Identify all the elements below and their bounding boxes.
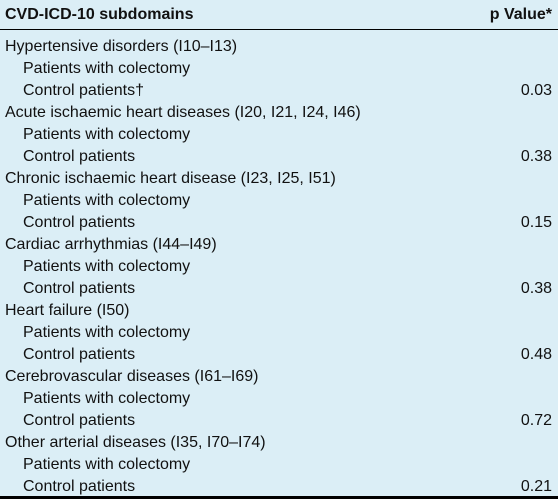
domain-row: Hypertensive disorders (I10–I13)	[0, 36, 558, 58]
p-value: 0.21	[520, 478, 552, 495]
colectomy-label: Patients with colectomy	[23, 126, 191, 143]
domain-label: Acute ischaemic heart diseases (I20, I21…	[5, 104, 361, 121]
control-label: Control patients	[23, 412, 136, 429]
domain-row: Heart failure (I50)	[0, 300, 558, 322]
colectomy-row: Patients with colectomy	[0, 124, 558, 146]
domain-label: Cardiac arrhythmias (I44–I49)	[5, 236, 217, 253]
colectomy-label: Patients with colectomy	[23, 324, 191, 341]
control-label: Control patients	[23, 280, 136, 297]
colectomy-label: Patients with colectomy	[23, 390, 191, 407]
control-row: Control patients† 0.03	[0, 80, 558, 102]
control-label: Control patients	[23, 214, 136, 231]
control-row: Control patients 0.48	[0, 344, 558, 366]
control-label: Control patients†	[23, 82, 144, 99]
colectomy-row: Patients with colectomy	[0, 454, 558, 476]
colectomy-label: Patients with colectomy	[23, 258, 191, 275]
control-label: Control patients	[23, 148, 136, 165]
domain-label: Other arterial diseases (I35, I70–I74)	[5, 434, 266, 451]
domain-label: Cerebrovascular diseases (I61–I69)	[5, 368, 259, 385]
domain-row: Cardiac arrhythmias (I44–I49)	[0, 234, 558, 256]
colectomy-row: Patients with colectomy	[0, 322, 558, 344]
control-label: Control patients	[23, 346, 136, 363]
domain-row: Cerebrovascular diseases (I61–I69)	[0, 366, 558, 388]
table-header: CVD-ICD-10 subdomains p Value*	[0, 0, 558, 30]
column-header-p-value: p Value*	[489, 5, 552, 23]
domain-row: Chronic ischaemic heart disease (I23, I2…	[0, 168, 558, 190]
colectomy-label: Patients with colectomy	[23, 456, 191, 473]
p-value: 0.48	[520, 346, 552, 363]
p-value: 0.15	[520, 214, 552, 231]
control-row: Control patients 0.38	[0, 278, 558, 300]
domain-row: Other arterial diseases (I35, I70–I74)	[0, 432, 558, 454]
control-row: Control patients 0.21	[0, 476, 558, 498]
domain-label: Heart failure (I50)	[5, 302, 130, 319]
control-row: Control patients 0.15	[0, 212, 558, 234]
colectomy-row: Patients with colectomy	[0, 58, 558, 80]
column-header-subdomains: CVD-ICD-10 subdomains	[5, 5, 194, 23]
domain-label: Hypertensive disorders (I10–I13)	[5, 38, 238, 55]
domain-label: Chronic ischaemic heart disease (I23, I2…	[5, 170, 336, 187]
colectomy-row: Patients with colectomy	[0, 256, 558, 278]
p-value: 0.03	[520, 82, 552, 99]
p-value: 0.38	[520, 280, 552, 297]
p-value: 0.38	[520, 148, 552, 165]
p-value: 0.72	[520, 412, 552, 429]
control-row: Control patients 0.72	[0, 410, 558, 432]
colectomy-row: Patients with colectomy	[0, 190, 558, 212]
colectomy-label: Patients with colectomy	[23, 192, 191, 209]
colectomy-label: Patients with colectomy	[23, 60, 191, 77]
control-row: Control patients 0.38	[0, 146, 558, 168]
bottom-rule	[0, 496, 558, 499]
table-body: Hypertensive disorders (I10–I13) Patient…	[0, 30, 558, 498]
control-label: Control patients	[23, 478, 136, 495]
colectomy-row: Patients with colectomy	[0, 388, 558, 410]
domain-row: Acute ischaemic heart diseases (I20, I21…	[0, 102, 558, 124]
